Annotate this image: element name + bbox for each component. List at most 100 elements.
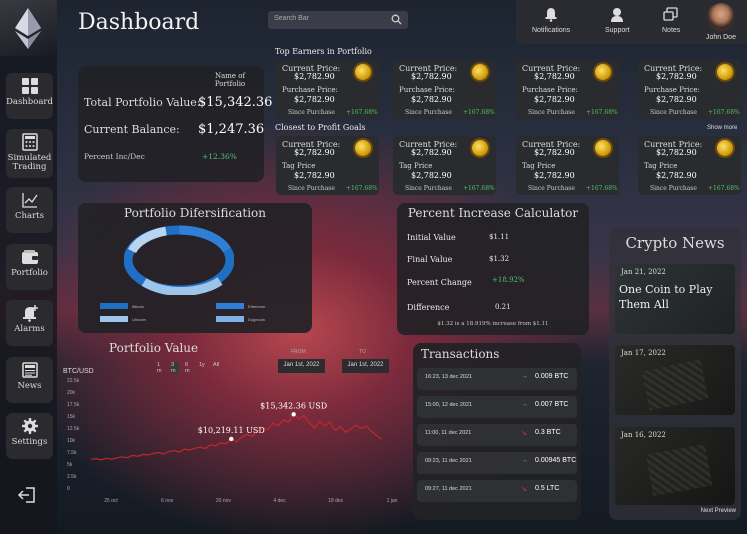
transaction-amount: 0.3 BTC [535,429,561,436]
sidebar-item-dashboard[interactable]: Dashboard [6,73,53,119]
initial-value-input[interactable]: $1.11 [489,233,510,241]
card-secondary-label: Tag Price [522,162,556,170]
news-item[interactable]: Jan 17, 2022 [615,345,735,415]
profit-goal-card[interactable]: Current Price: $2,782.90 Tag Price $2,782.9… [393,136,496,195]
card-secondary-value: $2,782.90 [656,171,697,180]
annotation-point[interactable] [229,436,234,442]
next-preview-link[interactable]: Next Preview [700,508,736,514]
sidebar-item-simulated-trading[interactable]: Simulated Trading [6,129,53,178]
notes-button[interactable]: Notes [662,6,680,34]
show-more-link[interactable]: Show more [707,125,738,131]
top-earner-card[interactable]: Current Price: $2,782.90 Purchase Price: $2… [516,60,619,119]
range-3m[interactable]: 3 m [171,362,179,374]
percent-change-label: Percent Inc/Dec [84,152,145,161]
card-price: $2,782.90 [411,72,452,81]
annotation-point[interactable] [291,412,296,417]
sidebar-item-settings[interactable]: Settings [6,413,53,459]
x-tick-label: 20 nov [216,498,232,504]
gear-icon [21,418,38,434]
profit-goal-card[interactable]: Current Price: $2,782.90 Tag Price $2,782.9… [638,136,741,195]
card-secondary-label: Purchase Price: [282,86,338,94]
transaction-amount: 0.5 LTC [535,485,560,492]
card-percent: +167.68% [346,109,378,116]
card-percent: +167.68% [586,109,618,116]
arrow-down-icon: ↘ [521,486,527,493]
search-icon[interactable] [391,14,402,25]
calculator-summary: $1.32 is a 18.919% increase from $1.11 [437,321,549,327]
transaction-row[interactable]: 09:23, 11 dec 2021 → 0.00945 BTC [417,452,577,474]
range-1y[interactable]: 1y [199,362,205,368]
top-earner-card[interactable]: Current Price: $2,782.90 Purchase Price: $2… [393,60,496,119]
from-label: FROM [291,349,306,355]
y-tick-label: 5k [67,462,73,468]
ethereum-logo [0,0,57,56]
sidebar-item-label: Simulated Trading [7,153,52,172]
card-secondary-value: $2,782.90 [534,171,575,180]
support-button[interactable]: Support [605,6,630,34]
y-tick-label: 15k [67,414,76,420]
sidebar-item-alarms[interactable]: Alarms [6,300,53,346]
portfolio-value-chart: 0 2.5k 5k 7.5k 10k 12.5k 15k 17.5k 20k 22.5k 25 oc… [67,378,398,504]
sidebar-item-charts[interactable]: Charts [6,187,53,233]
transaction-row[interactable]: 09:27, 11 dec 2021 ↘ 0.5 LTC [417,480,577,502]
grid-icon [21,78,38,94]
sidebar-item-label: Portfolio [11,268,48,278]
search-placeholder: Search Bar [274,15,310,22]
news-item[interactable]: Jan 16, 2022 [615,427,735,505]
top-earner-card[interactable]: Current Price: $2,782.90 Purchase Price: $2… [276,60,379,119]
calculator-icon [21,133,38,151]
sidebar-item-portfolio[interactable]: Portfolio [6,244,53,290]
legend-swatch-dogecoin [216,316,244,322]
profit-goal-card[interactable]: Current Price: $2,782.90 Tag Price $2,782.9… [276,136,379,195]
arrow-up-icon: → [521,401,528,408]
difference-result: 0.21 [495,303,511,311]
coin-icon [593,138,613,158]
news-item[interactable]: Jan 21, 2022 One Coin to Play Them All [615,264,735,334]
search-input[interactable]: Search Bar [268,11,408,29]
notes-icon [663,7,678,21]
range-6m[interactable]: 6 m [185,362,190,374]
top-earner-card[interactable]: Current Price: $2,782.90 Purchase Price: $2… [638,60,741,119]
transaction-row[interactable]: 11:00, 11 dec 2021 ↘ 0.3 BTC [417,424,577,446]
card-percent: +167.68% [708,185,740,192]
transaction-row[interactable]: 15:00, 12 dec 2021 → 0.007 BTC [417,396,577,418]
card-percent: +167.68% [586,185,618,192]
card-secondary-label: Tag Price [399,162,433,170]
total-value-label: Total Portfolio Value: [84,96,201,109]
range-1m[interactable]: 1 m [157,362,162,374]
transaction-row[interactable]: 16:23, 13 dec 2021 → 0.009 BTC [417,368,577,390]
card-secondary-value: $2,782.90 [534,95,575,104]
card-percent: +167.68% [346,185,378,192]
card-since-label: Since Purchase [288,109,335,116]
sidebar-item-label: Settings [11,437,48,447]
x-tick-label: 1 jan [387,498,398,504]
y-tick-label: 2.5k [67,474,77,480]
legend-ethereum: Ethereum [248,304,266,309]
logout-button[interactable] [17,485,37,509]
final-value-input[interactable]: $1.32 [489,255,510,263]
bell-plus-icon [22,305,38,322]
card-price: $2,782.90 [534,72,575,81]
notifications-button[interactable]: Notifications [532,6,570,34]
to-date-input[interactable]: Jan 1st, 2022 [342,359,389,373]
transaction-amount: 0.00945 BTC [535,457,577,464]
transaction-amount: 0.007 BTC [535,401,569,408]
card-since-label: Since Purchase [405,109,452,116]
percent-change-result: +18.92% [492,276,525,284]
from-date-input[interactable]: Jan 1st, 2022 [278,359,325,373]
headset-icon [611,8,624,22]
card-price-label: Current Price: [644,64,703,73]
percent-change-value: +12.36% [202,152,237,161]
portfolio-value-title: Portfolio Value [109,341,199,355]
transaction-amount: 0.009 BTC [535,373,569,380]
sidebar-item-label: Dashboard [6,97,53,107]
news-headline: One Coin to Play Them All [619,283,713,311]
card-secondary-value: $2,782.90 [411,95,452,104]
user-name: John Doe [706,34,736,41]
sidebar-item-news[interactable]: News [6,357,53,403]
user-menu[interactable]: John Doe [706,3,736,41]
coin-icon [715,138,735,158]
percent-calculator: Percent Increase Calculator Initial Valu… [397,203,589,335]
profit-goal-card[interactable]: Current Price: $2,782.90 Tag Price $2,782.9… [516,136,619,195]
range-all[interactable]: All [213,362,220,368]
